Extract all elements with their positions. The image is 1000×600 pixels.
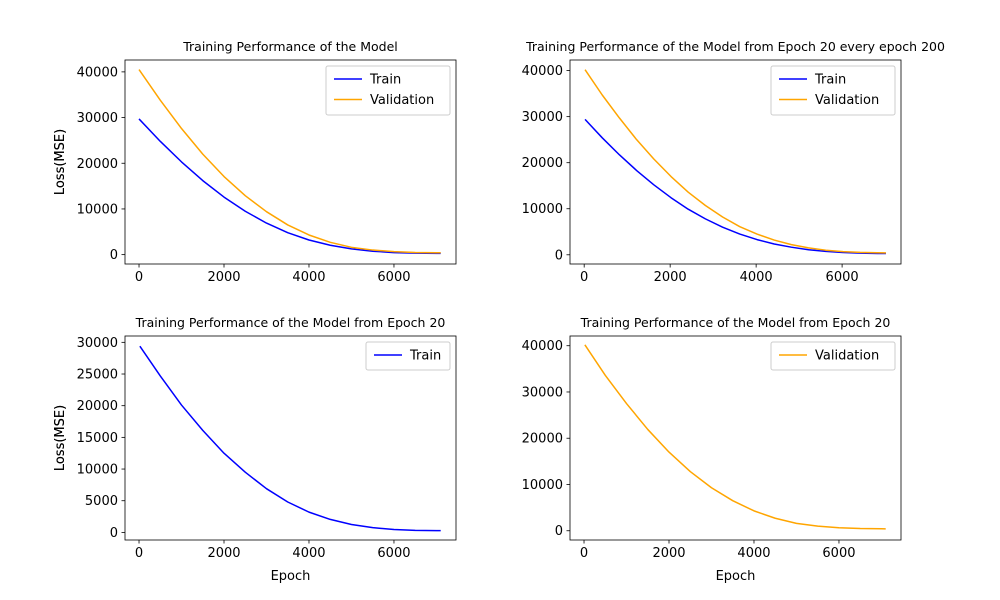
y-tick-label: 0 — [555, 248, 563, 263]
legend-label: Validation — [815, 93, 879, 108]
series-line-train — [138, 118, 441, 255]
series-line-train — [139, 345, 441, 532]
y-axis-label: Loss(MSE) — [53, 129, 68, 195]
legend-box — [770, 341, 896, 371]
legend: Validation — [770, 341, 896, 371]
series-line-train — [584, 118, 886, 255]
y-axis-label: Loss(MSE) — [53, 405, 68, 471]
x-tick-label: 6000 — [822, 546, 855, 561]
legend-label: Validation — [815, 349, 879, 364]
chart-panel-4: Training Performance of the Model from E… — [53, 315, 902, 584]
series-line-validation — [138, 69, 441, 254]
axes-frame — [124, 335, 457, 541]
x-axis-label: Epoch — [716, 569, 756, 584]
x-tick-label: 0 — [580, 546, 588, 561]
x-tick-label: 2000 — [652, 546, 685, 561]
x-tick-label: 4000 — [292, 270, 325, 285]
x-tick-label: 2000 — [207, 270, 240, 285]
chart-title: Training Performance of the Model from E… — [135, 315, 446, 330]
y-tick-label: 30000 — [522, 110, 563, 125]
chart-panel-3: Training Performance of the Model from E… — [53, 315, 457, 584]
x-tick-label: 0 — [580, 270, 588, 285]
y-tick-label: 0 — [110, 248, 118, 263]
legend-label: Train — [369, 73, 401, 88]
y-tick-label: 25000 — [77, 368, 118, 383]
y-tick-label: 15000 — [77, 431, 118, 446]
x-tick-label: 2000 — [654, 270, 687, 285]
x-tick-label: 6000 — [826, 270, 859, 285]
y-tick-label: 30000 — [77, 336, 118, 351]
x-tick-label: 4000 — [740, 270, 773, 285]
x-tick-label: 4000 — [737, 546, 770, 561]
y-tick-label: 30000 — [522, 385, 563, 400]
series-line-validation — [584, 344, 886, 530]
x-tick-label: 0 — [135, 270, 143, 285]
x-axis-label: Epoch — [271, 569, 311, 584]
x-tick-label: 4000 — [292, 546, 325, 561]
legend-label: Train — [409, 349, 441, 364]
y-tick-label: 0 — [110, 526, 118, 541]
y-tick-label: 5000 — [85, 494, 118, 509]
y-tick-label: 40000 — [522, 64, 563, 79]
legend-label: Train — [814, 73, 846, 88]
y-tick-label: 40000 — [522, 339, 563, 354]
x-tick-label: 2000 — [207, 546, 240, 561]
y-tick-label: 10000 — [522, 478, 563, 493]
y-axis-label: Loss(MSE) — [53, 405, 68, 471]
chart-title: Training Performance of the Model — [182, 39, 398, 54]
y-tick-label: 40000 — [77, 65, 118, 80]
y-axis-label: Loss(MSE) — [53, 129, 68, 195]
axes-frame — [569, 59, 902, 265]
legend: Train — [365, 341, 451, 371]
legend: Train Validation — [325, 65, 451, 116]
y-tick-label: 10000 — [77, 202, 118, 217]
y-tick-label: 10000 — [522, 202, 563, 217]
legend-label: Validation — [370, 93, 434, 108]
series-line-validation — [584, 69, 886, 254]
x-tick-label: 6000 — [377, 546, 410, 561]
legend-box — [365, 341, 451, 371]
chart-panel-1: Training Performance of the Model 0 2000 40… — [53, 39, 457, 285]
chart-title: Training Performance of the Model from E… — [525, 39, 945, 54]
chart-panel-2: Training Performance of the Model from E… — [53, 39, 945, 285]
y-tick-label: 0 — [555, 524, 563, 539]
y-tick-label: 30000 — [77, 111, 118, 126]
y-tick-label: 10000 — [77, 463, 118, 478]
axes-frame — [124, 59, 457, 265]
x-tick-label: 0 — [135, 546, 143, 561]
y-tick-label: 20000 — [77, 399, 118, 414]
y-tick-label: 20000 — [77, 157, 118, 172]
y-tick-label: 20000 — [522, 432, 563, 447]
x-tick-label: 6000 — [377, 270, 410, 285]
legend: Train Validation — [770, 65, 896, 116]
chart-title: Training Performance of the Model from E… — [580, 315, 891, 330]
y-tick-label: 20000 — [522, 156, 563, 171]
